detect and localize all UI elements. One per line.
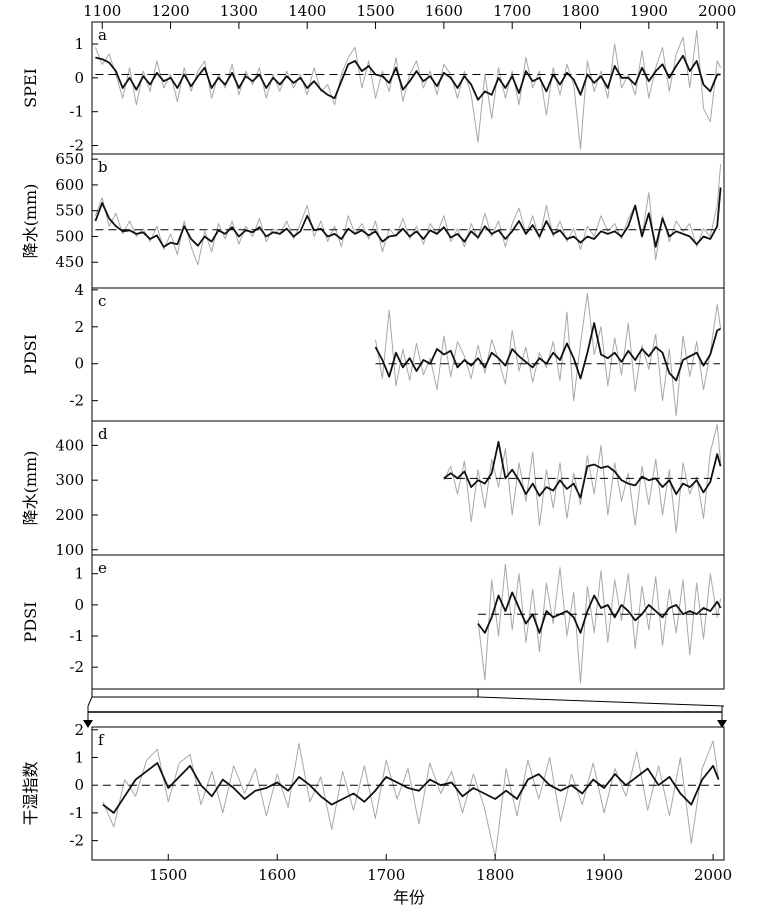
top-tick-label: 2000	[698, 2, 736, 20]
y-axis-label: PDSI	[21, 602, 40, 643]
raw-series-line	[102, 740, 720, 858]
smoothed-series-line	[95, 54, 721, 101]
zoom-connector	[83, 689, 727, 728]
smoothed-series-line	[477, 591, 722, 634]
y-tick-label: 1	[74, 748, 84, 766]
y-tick-label: -1	[69, 804, 84, 822]
x-tick-label: 1800	[476, 866, 514, 884]
top-tick-label: 1600	[425, 2, 463, 20]
top-tick-label: 1900	[630, 2, 668, 20]
raw-series-line	[94, 30, 722, 150]
y-tick-label: 1	[74, 565, 84, 583]
y-axis-label: PDSI	[21, 334, 40, 375]
top-tick-label: 1800	[561, 2, 599, 20]
y-tick-label: -2	[69, 137, 84, 155]
top-tick-label: 1100	[83, 2, 121, 20]
smoothed-series-line	[102, 762, 720, 814]
y-axis-label: 降水(mm)	[21, 451, 40, 526]
panel-f: -2 -1 0 1 2f 干湿指数 1500 1600 1700 1800 1900 2000	[21, 721, 732, 884]
x-axis-label: 年份	[393, 888, 425, 907]
y-tick-label: 1	[74, 35, 84, 53]
x-tick-label: 1600	[258, 866, 296, 884]
panel-letter: f	[98, 731, 105, 749]
y-tick-label: -1	[69, 627, 84, 645]
y-axis-label: 干湿指数	[21, 761, 40, 825]
panel-b: 450 500 550 600 650 b 降水(mm)	[21, 150, 725, 289]
panel-letter: e	[98, 559, 107, 577]
y-tick-label: 0	[74, 355, 84, 373]
top-tick-label: 1400	[288, 2, 326, 20]
y-tick-label: 2	[74, 721, 84, 739]
y-tick-label: 450	[55, 253, 84, 271]
panel-frame	[91, 554, 725, 690]
raw-series-line	[477, 563, 722, 684]
y-tick-label: 4	[74, 281, 84, 299]
panel-e: -2 -1 0 1 e PDSI	[21, 554, 725, 690]
panel-frame	[91, 287, 725, 422]
x-tick-label: 1700	[367, 866, 405, 884]
y-tick-label: 2	[74, 318, 84, 336]
y-axis-label: 降水(mm)	[21, 184, 40, 259]
smoothed-series-line	[374, 322, 722, 382]
panel-letter: a	[98, 26, 107, 44]
y-axis-label: SPEI	[21, 68, 40, 108]
raw-series-line	[94, 164, 722, 266]
top-axis: 1100 1200 1300 1400 1500 1600 1700 1800 1900 2000	[83, 2, 736, 29]
y-tick-label: 0	[74, 776, 84, 794]
panel-frame	[91, 420, 725, 556]
panel-letter: b	[98, 158, 108, 176]
y-tick-label: 100	[55, 541, 84, 559]
top-tick-label: 1700	[493, 2, 531, 20]
top-tick-label: 1300	[220, 2, 258, 20]
panel-letter: d	[98, 425, 108, 443]
connector-right-diagonal	[478, 696, 725, 707]
panel-frame	[91, 726, 725, 861]
y-tick-label: 600	[55, 176, 84, 194]
panel-d: 100 200 300 400 d 降水(mm)	[21, 420, 725, 559]
panel-c: -2 0 2 4c PDSI	[21, 281, 725, 422]
top-tick-label: 1200	[151, 2, 189, 20]
y-tick-label: 200	[55, 506, 84, 524]
smoothed-series-line	[443, 440, 722, 499]
x-tick-label: 1500	[149, 866, 187, 884]
y-tick-label: 300	[55, 471, 84, 489]
x-tick-label: 1900	[585, 866, 623, 884]
raw-series-line	[375, 293, 722, 416]
y-tick-label: -2	[69, 658, 84, 676]
arrow-down-icon	[83, 720, 93, 728]
panel-frame	[91, 21, 725, 155]
y-tick-label: 550	[55, 202, 84, 220]
panel-letter: c	[98, 292, 106, 310]
connector-left-diagonal	[87, 696, 93, 707]
smoothed-series-line	[94, 187, 722, 248]
x-tick-label: 2000	[694, 866, 732, 884]
y-tick-label: 650	[55, 150, 84, 168]
y-tick-label: -1	[69, 103, 84, 121]
y-tick-label: 400	[55, 436, 84, 454]
arrow-down-icon	[717, 720, 727, 728]
panel-a: -2 -1 0 1 a SPEI	[21, 21, 725, 155]
top-tick-label: 1500	[356, 2, 394, 20]
y-tick-label: -2	[69, 392, 84, 410]
y-tick-label: 500	[55, 227, 84, 245]
y-tick-label: -2	[69, 832, 84, 850]
y-tick-label: 0	[74, 596, 84, 614]
y-tick-label: 0	[74, 69, 84, 87]
